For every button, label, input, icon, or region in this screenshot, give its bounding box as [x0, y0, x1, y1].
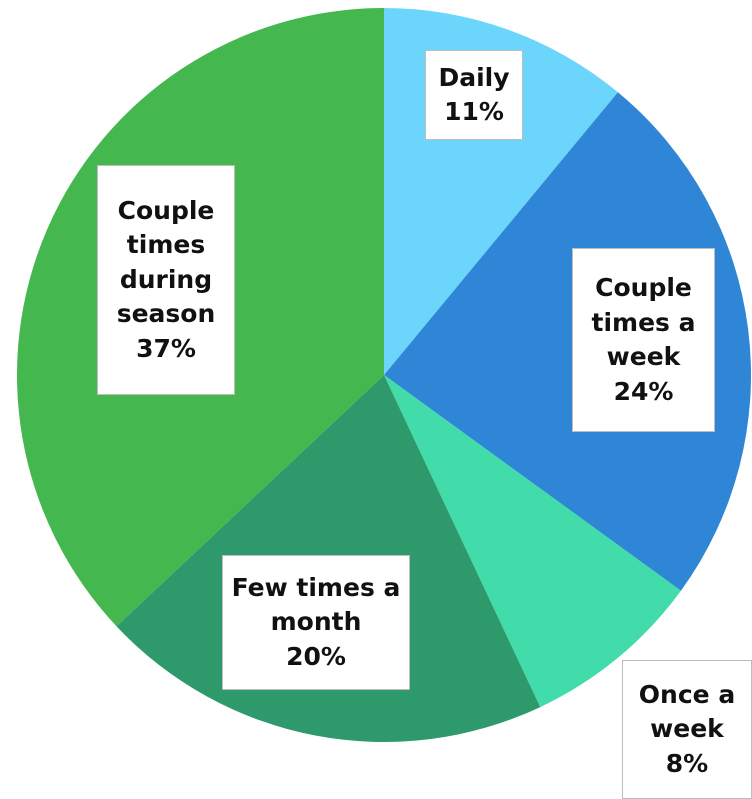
- label-value: 20%: [286, 641, 346, 671]
- label-category: Once a week: [638, 679, 736, 744]
- pie-slice: [384, 92, 751, 591]
- data-label: Daily 11%: [425, 50, 523, 140]
- data-label: Couple times a week 24%: [572, 248, 715, 432]
- pie-slice: [384, 375, 681, 708]
- label-category: Couple times a week: [591, 273, 696, 371]
- data-label: Once a week 8%: [622, 660, 752, 799]
- label-value: 11%: [444, 97, 504, 126]
- label-category: Daily: [438, 62, 510, 92]
- label-value: 24%: [613, 376, 674, 406]
- label-value: 37%: [136, 333, 196, 363]
- label-category: Couple times during season: [116, 195, 216, 329]
- data-label: Couple times during season 37%: [97, 165, 235, 395]
- label-category: Few times a month: [231, 572, 401, 637]
- label-value: 8%: [665, 748, 709, 778]
- data-label: Few times a month 20%: [222, 555, 410, 690]
